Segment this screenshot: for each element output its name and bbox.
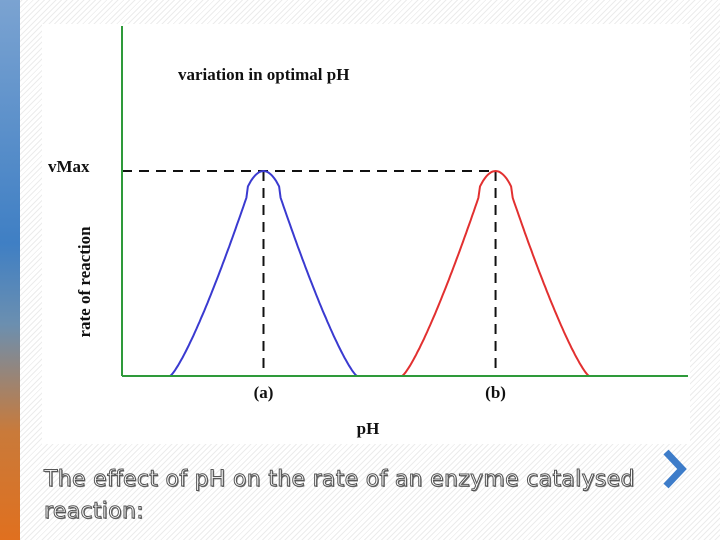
chart-panel: variation in optimal pH vMax rate of rea… xyxy=(42,24,690,444)
slide-caption: The effect of pH on the rate of an enzym… xyxy=(44,467,635,525)
next-slide-chevron-icon[interactable] xyxy=(660,448,690,490)
left-accent-bar xyxy=(0,0,20,540)
ph-rate-chart: variation in optimal pH vMax rate of rea… xyxy=(48,26,688,438)
y-axis-label: rate of reaction xyxy=(75,226,94,338)
chart-title: variation in optimal pH xyxy=(178,65,349,84)
peak-label-2: (b) xyxy=(485,383,506,402)
x-axis-label: pH xyxy=(357,419,380,438)
peak-label-1: (a) xyxy=(254,383,274,402)
series-curve-2 xyxy=(401,169,590,377)
series-curve-1 xyxy=(169,169,358,377)
vmax-label: vMax xyxy=(48,157,90,176)
